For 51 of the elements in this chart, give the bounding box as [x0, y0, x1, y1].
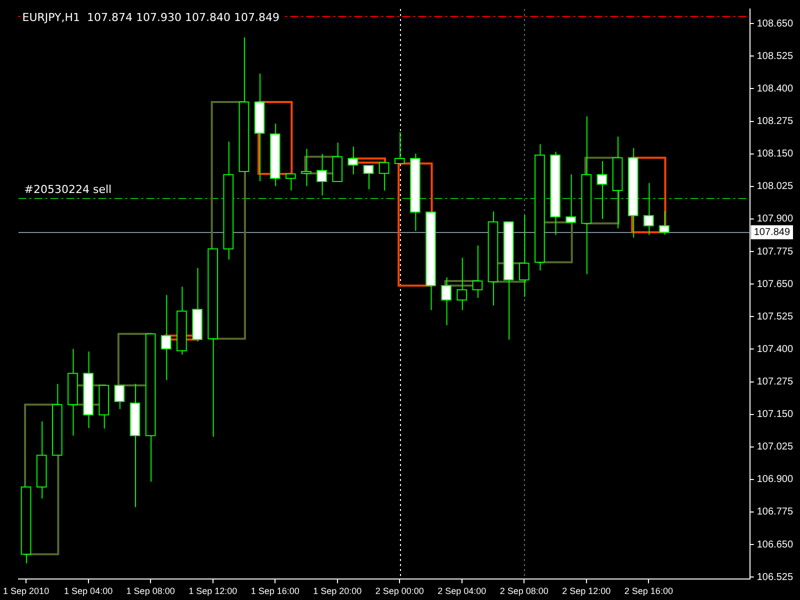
y-tick-label: 107.650: [756, 278, 794, 290]
y-tick-label: 106.650: [756, 539, 794, 550]
candlestick: [644, 182, 654, 236]
y-tick-label: 108.275: [756, 116, 794, 128]
y-tick-label: 107.400: [756, 344, 794, 355]
candlestick: [350, 158, 386, 164]
candlestick: [363, 165, 374, 190]
candlestick: [285, 173, 296, 192]
candlestick: [444, 280, 480, 287]
candlestick: [348, 146, 358, 175]
y-tick-label: 108.525: [756, 50, 794, 62]
x-tick-label: 2 Sep 08:00: [500, 586, 548, 596]
candlestick: [566, 174, 576, 223]
candlestick: [394, 132, 405, 164]
candlestick: [596, 160, 608, 220]
y-tick-label: 108.650: [756, 18, 794, 30]
ref-line-label: #20530224 sell: [24, 182, 112, 196]
x-tick-label: 1 Sep 2010: [3, 586, 50, 596]
candlestick: [114, 384, 125, 410]
candlestick: [456, 257, 468, 311]
y-tick-label: 107.525: [756, 311, 794, 322]
candlestick: [316, 153, 327, 196]
x-tick-label: 2 Sep 16:00: [624, 586, 673, 596]
x-tick-label: 2 Sep 12:00: [562, 586, 611, 596]
y-tick-label: 106.775: [756, 506, 794, 518]
candlestick: [301, 148, 312, 187]
y-tick-label: 108.150: [756, 148, 794, 160]
y-tick-label: 106.525: [756, 572, 794, 583]
candlestick: [378, 162, 390, 192]
candlestick: [160, 294, 172, 381]
candlestick: [472, 245, 483, 298]
y-tick-label: 107.150: [756, 409, 794, 420]
chart-title: EURJPY,H1 107.874 107.930 107.840 107.849: [22, 10, 280, 24]
x-tick-label: 1 Sep 04:00: [64, 586, 113, 596]
y-tick-label: 108.025: [756, 181, 794, 192]
x-tick-label: 1 Sep 20:00: [313, 586, 362, 596]
y-tick-label: 107.275: [756, 376, 794, 388]
y-tick-label: 106.900: [756, 474, 794, 486]
ref-line-label: 107.849: [754, 226, 790, 238]
x-tick-label: 1 Sep 16:00: [250, 586, 300, 596]
candlestick: [659, 210, 670, 236]
y-tick-label: 107.025: [756, 442, 794, 453]
candlestick: [441, 276, 452, 326]
x-tick-label: 2 Sep 04:00: [438, 586, 486, 596]
x-tick-label: 2 Sep 00:00: [375, 586, 424, 596]
x-tick-label: 1 Sep 08:00: [126, 586, 175, 596]
y-tick-label: 107.900: [756, 214, 794, 225]
y-tick-label: 107.775: [756, 246, 794, 258]
x-tick-label: 1 Sep 12:00: [188, 586, 238, 596]
candlestick: [518, 214, 530, 298]
y-tick-label: 108.400: [756, 83, 794, 94]
